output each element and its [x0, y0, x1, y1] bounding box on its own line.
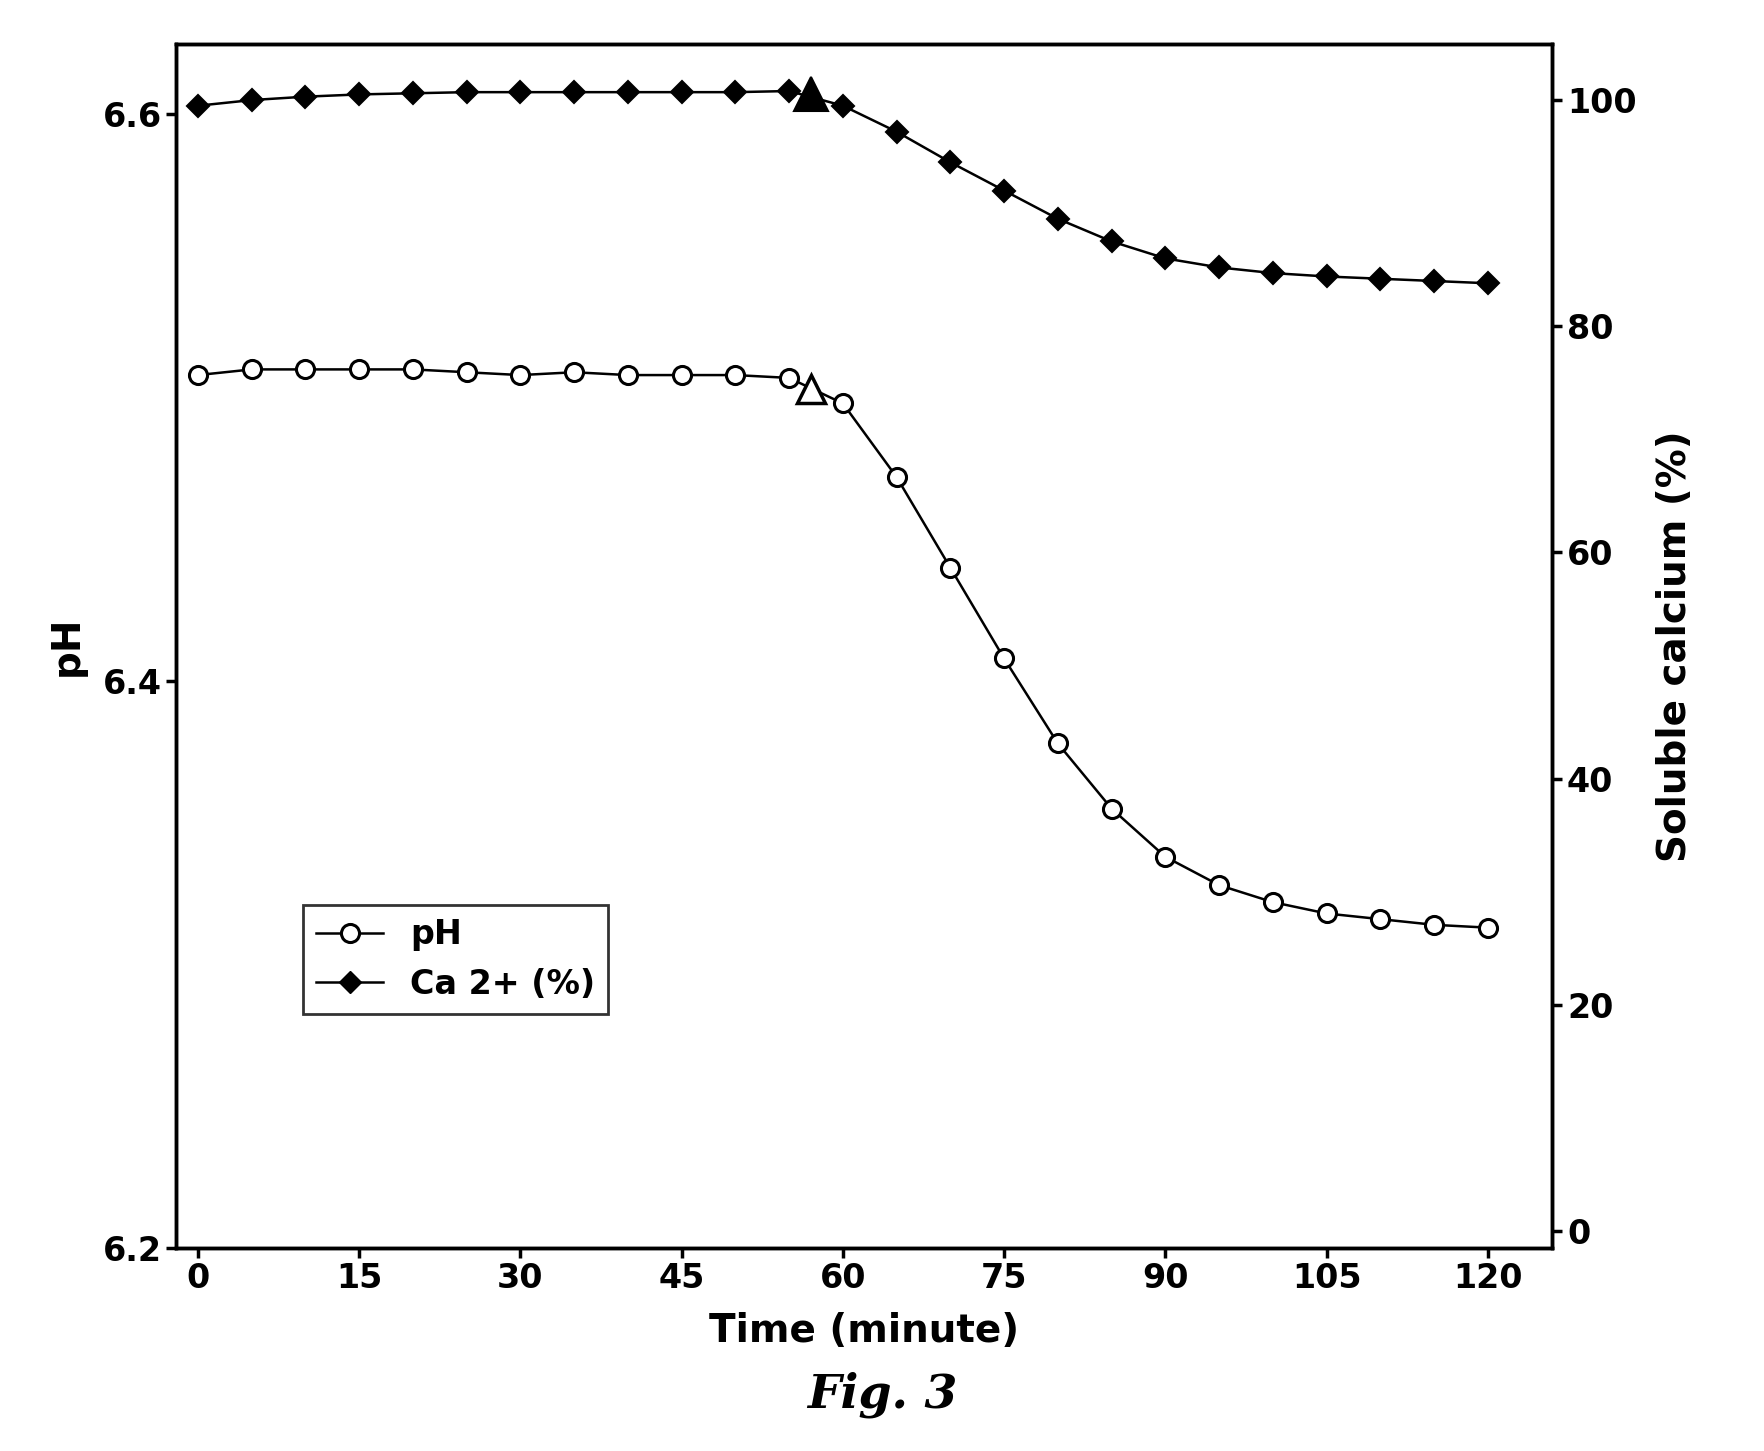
Text: Fig. 3: Fig. 3 [806, 1371, 958, 1418]
Y-axis label: Soluble calcium (%): Soluble calcium (%) [1656, 429, 1693, 862]
X-axis label: Time (minute): Time (minute) [709, 1312, 1020, 1349]
Legend: pH, Ca 2+ (%): pH, Ca 2+ (%) [303, 905, 609, 1014]
Y-axis label: pH: pH [48, 615, 86, 676]
